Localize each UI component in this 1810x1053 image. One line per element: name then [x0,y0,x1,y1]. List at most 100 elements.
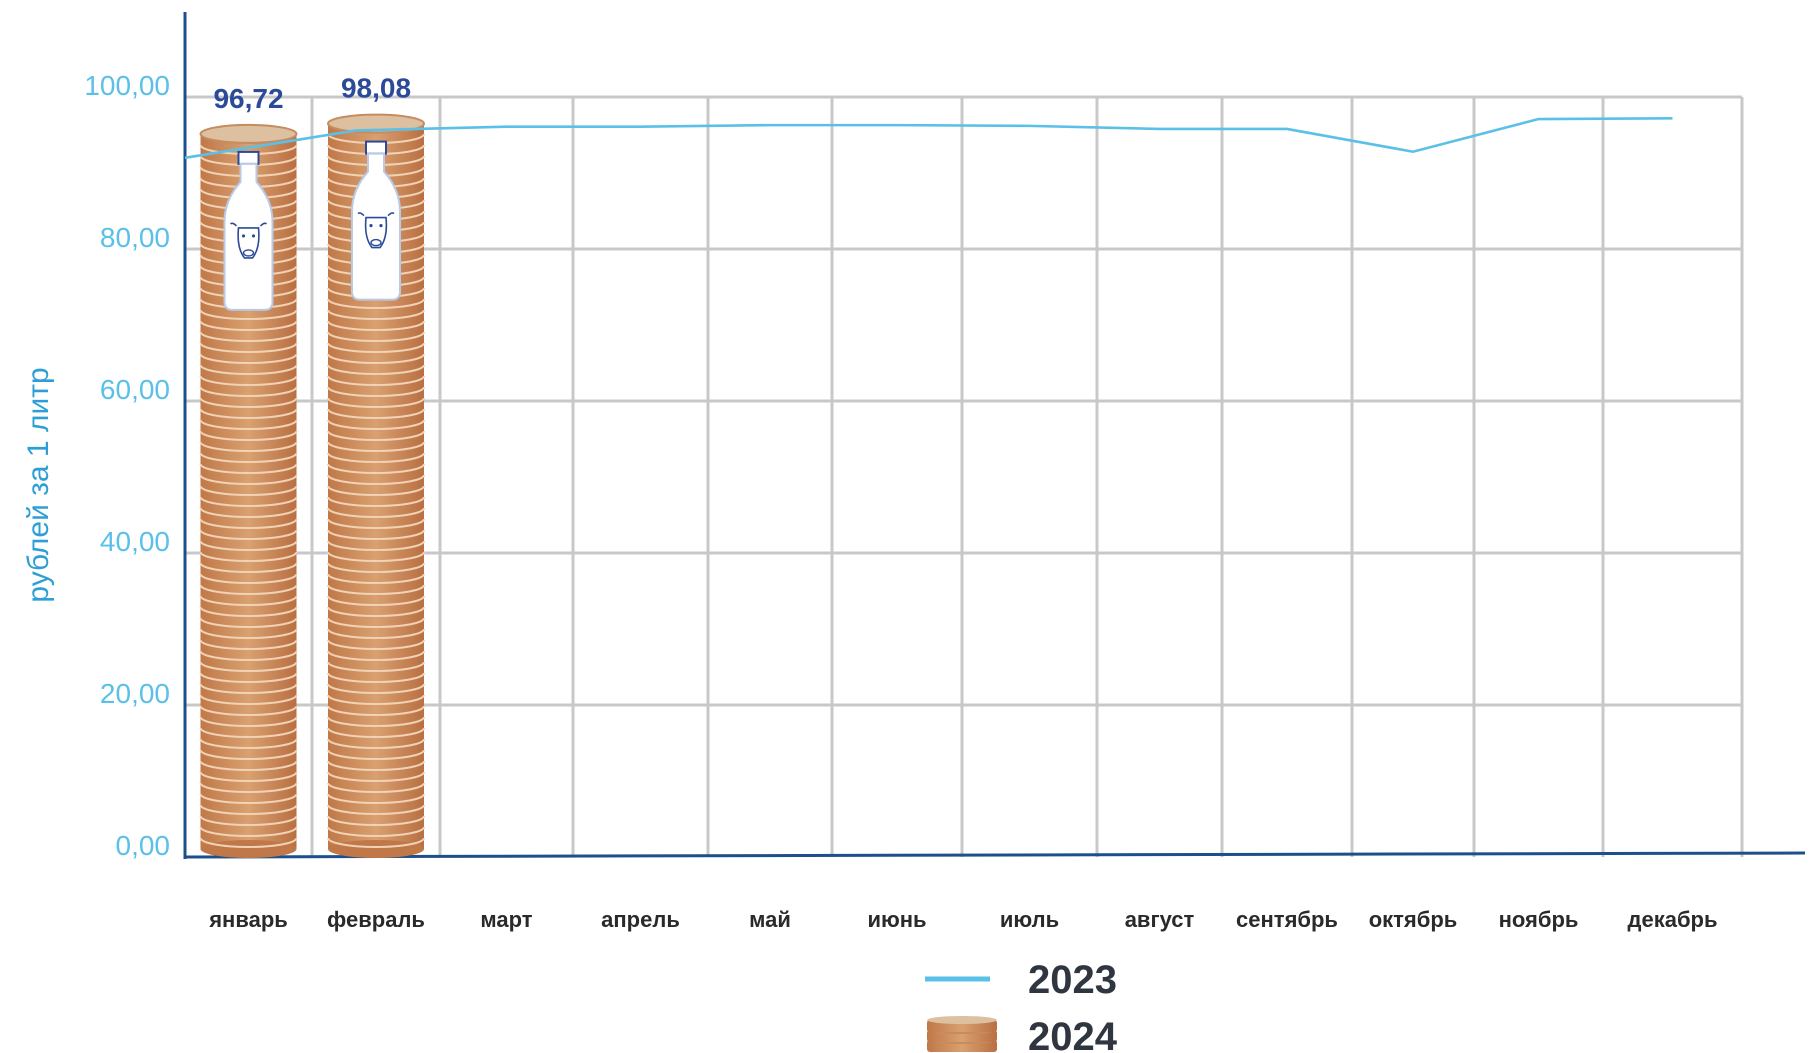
cow-eye [379,223,383,228]
coin-edge [199,452,298,463]
coin-edge [327,485,425,496]
coin-edge [199,463,298,474]
coin-edge [199,815,298,826]
coin-edge [199,661,298,672]
coin-edge [327,694,425,705]
coin-edge [327,793,425,804]
coin-edge [327,628,425,639]
coin-edge [199,650,298,661]
coin-edge [199,397,298,408]
x-tick-label: март [480,907,532,932]
y-tick-label: 20,00 [100,678,170,709]
coin-edge [327,815,425,826]
coin-edge [199,804,298,815]
coin-edge [327,441,425,452]
coin-edge [327,430,425,441]
coin-edge [199,485,298,496]
coin-edge [199,716,298,727]
coin-edge [327,804,425,815]
legend: 2023 2024 [925,958,1118,1053]
coin-edge [199,386,298,397]
coin-top [199,123,298,144]
coin-edge [199,430,298,441]
coin-edge [199,529,298,540]
coin-edge [199,639,298,650]
coin-edge [199,837,298,848]
x-tick-label: апрель [601,907,680,932]
x-tick-label: ноябрь [1499,907,1579,932]
coin-edge [327,331,425,342]
x-tick-labels: январь февраль март апрель май июнь июль август… [208,907,1717,932]
coin-edge [327,760,425,771]
axes [183,12,1806,859]
x-tick-label: август [1125,907,1195,932]
x-tick-label: октябрь [1369,907,1458,932]
coin-edge [327,672,425,683]
cow-eye [241,234,246,238]
y-tick-label: 60,00 [100,374,170,405]
y-tick-label: 100,00 [84,70,170,101]
coin-edge [199,771,298,782]
coin-edge [199,408,298,419]
coin-edge [199,683,298,694]
coin-edge [327,606,425,617]
coin-edge [199,793,298,804]
x-tick-label: сентябрь [1236,907,1338,932]
coin-edge [199,705,298,716]
bottle-cap [237,150,260,165]
coin-stack-bottom [200,840,297,858]
coin-edge [327,826,425,837]
coin-edge [327,584,425,595]
coin-edge [199,331,298,342]
y-tick-label: 80,00 [100,222,170,253]
coin-edge [199,782,298,793]
line-2023-path [184,116,1673,160]
milk-bottle-cow-icon [351,140,401,301]
coin-edge [199,419,298,430]
x-tick-label: июнь [867,907,926,932]
bottle-body [351,152,401,301]
coin-edge [327,562,425,573]
coin-edge [199,496,298,507]
milk-bottle-cow-icon [223,150,274,311]
coin-edge [199,551,298,562]
line-2023 [184,116,1673,160]
y-tick-label: 0,00 [116,830,171,861]
x-tick-label: май [749,907,791,932]
coin-edge [327,727,425,738]
coin-edge [327,782,425,793]
x-tick-label: февраль [327,907,425,932]
coin-edge [199,573,298,584]
coin-edge [199,562,298,573]
coin-edge [327,375,425,386]
coin-edge [327,320,425,331]
y-tick-labels: 0,00 20,00 40,00 60,00 80,00 100,00 [84,70,170,861]
coin-edge [327,595,425,606]
coin-edge [327,617,425,628]
coin-edge [199,309,298,320]
coin-edge [199,353,298,364]
coin-edge [327,463,425,474]
coin-edge [327,639,425,650]
data-label: 98,08 [341,73,411,104]
coin-edge [199,826,298,837]
coin-edge [199,540,298,551]
data-label: 96,72 [213,83,283,114]
coin-edge [199,584,298,595]
coin-edge [327,397,425,408]
coin-edge [327,507,425,518]
x-axis [184,851,1806,859]
coin-edge [327,738,425,749]
cow-nose [242,249,255,257]
coin-edge [199,628,298,639]
coin-edge [327,683,425,694]
coin-edge [327,364,425,375]
coin-edge [327,540,425,551]
legend-label-2024: 2024 [1028,1015,1118,1053]
coin-edge [199,441,298,452]
coin-edge [327,650,425,661]
x-tick-label: июль [1000,907,1059,932]
cow-eye [369,223,373,228]
coin-edge [327,419,425,430]
legend-coin-top [927,1016,997,1024]
